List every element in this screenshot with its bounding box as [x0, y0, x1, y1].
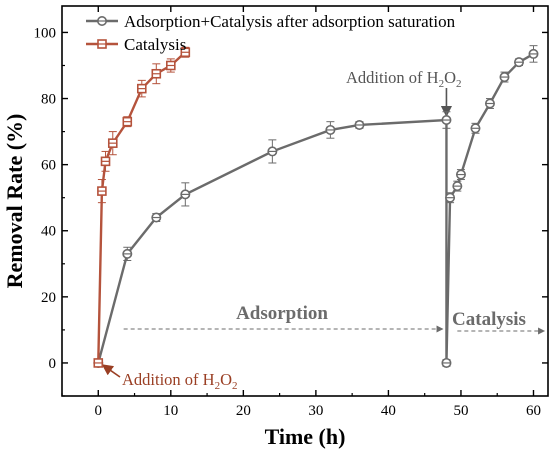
y-tick-label: 40 — [41, 224, 56, 240]
x-tick-label: 20 — [236, 403, 251, 419]
h2o2-top-sub2: 2 — [456, 78, 462, 90]
x-tick-label: 50 — [453, 403, 468, 419]
y-tick-label: 0 — [49, 356, 57, 372]
series-0 — [93, 45, 539, 368]
h2o2-bottom-sub: 2 — [215, 380, 221, 392]
axis-ticks: 0 10 20 30 40 50 60 0 20 40 60 80 100 — [34, 6, 548, 419]
y-tick-label: 100 — [34, 25, 57, 41]
x-axis-title: Time (h) — [265, 424, 346, 449]
h2o2-bottom-mid: O — [220, 370, 232, 389]
x-tick-label: 30 — [308, 403, 323, 419]
adsorption-label: Adsorption — [236, 303, 328, 324]
x-tick-label: 40 — [381, 403, 396, 419]
h2o2-bottom-sub2: 2 — [232, 380, 238, 392]
series-1 — [93, 46, 191, 368]
h2o2-top-label: Addition of H2O2 — [346, 68, 462, 90]
legend-label: Adsorption+Catalysis after adsorption sa… — [124, 12, 456, 31]
plot-frame — [61, 5, 549, 397]
h2o2-top-text: Addition of H — [346, 68, 439, 87]
h2o2-bottom-text: Addition of H — [122, 370, 215, 389]
legend-label: Catalysis — [124, 35, 186, 54]
h2o2-top-mid: O — [444, 68, 456, 87]
catalysis-label: Catalysis — [452, 309, 526, 330]
y-axis-title: Removal Rate (%) — [2, 114, 27, 289]
x-tick-label: 10 — [163, 403, 178, 419]
y-tick-label: 60 — [41, 158, 56, 174]
y-tick-label: 20 — [41, 290, 56, 306]
series-layer — [93, 45, 539, 368]
h2o2-bottom-arrow — [101, 364, 121, 378]
legend: Adsorption+Catalysis after adsorption sa… — [86, 12, 456, 54]
h2o2-top-sub: 2 — [439, 78, 445, 90]
x-tick-label: 0 — [95, 403, 103, 419]
y-tick-label: 80 — [41, 92, 56, 108]
x-tick-label: 60 — [526, 403, 541, 419]
h2o2-bottom-label: Addition of H2O2 — [122, 370, 238, 392]
